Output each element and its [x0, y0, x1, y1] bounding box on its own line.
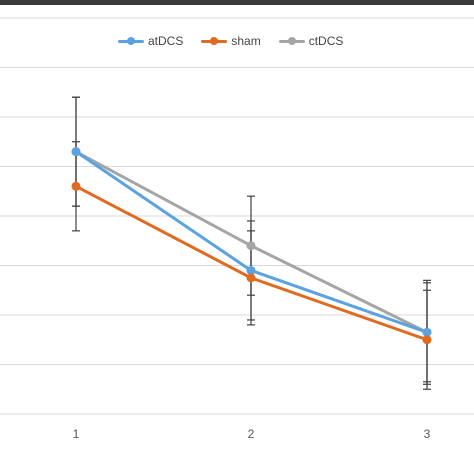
legend-label-atdcs: atDCS [148, 34, 184, 48]
top-frame-border [0, 0, 474, 5]
legend-swatch-ctdcs [278, 36, 305, 45]
data-point-sham [246, 273, 256, 283]
data-point-atdcs [71, 147, 81, 157]
x-tick-label: 1 [73, 427, 80, 441]
x-tick-label: 3 [424, 427, 431, 441]
legend-swatch-sham [201, 36, 228, 45]
legend-item-sham: sham [201, 34, 261, 48]
data-point-atdcs [246, 265, 256, 275]
legend: atDCS sham ctDCS [118, 34, 343, 48]
data-point-atdcs [422, 327, 432, 337]
legend-label-ctdcs: ctDCS [308, 34, 344, 48]
x-tick-label: 2 [248, 427, 255, 441]
legend-item-atdcs: atDCS [118, 34, 183, 48]
legend-swatch-atdcs [118, 36, 144, 45]
data-point-ctdcs [246, 241, 256, 251]
data-point-sham [71, 181, 81, 191]
legend-item-ctdcs: ctDCS [278, 34, 344, 48]
data-point-sham [422, 335, 432, 345]
legend-label-sham: sham [231, 34, 261, 48]
